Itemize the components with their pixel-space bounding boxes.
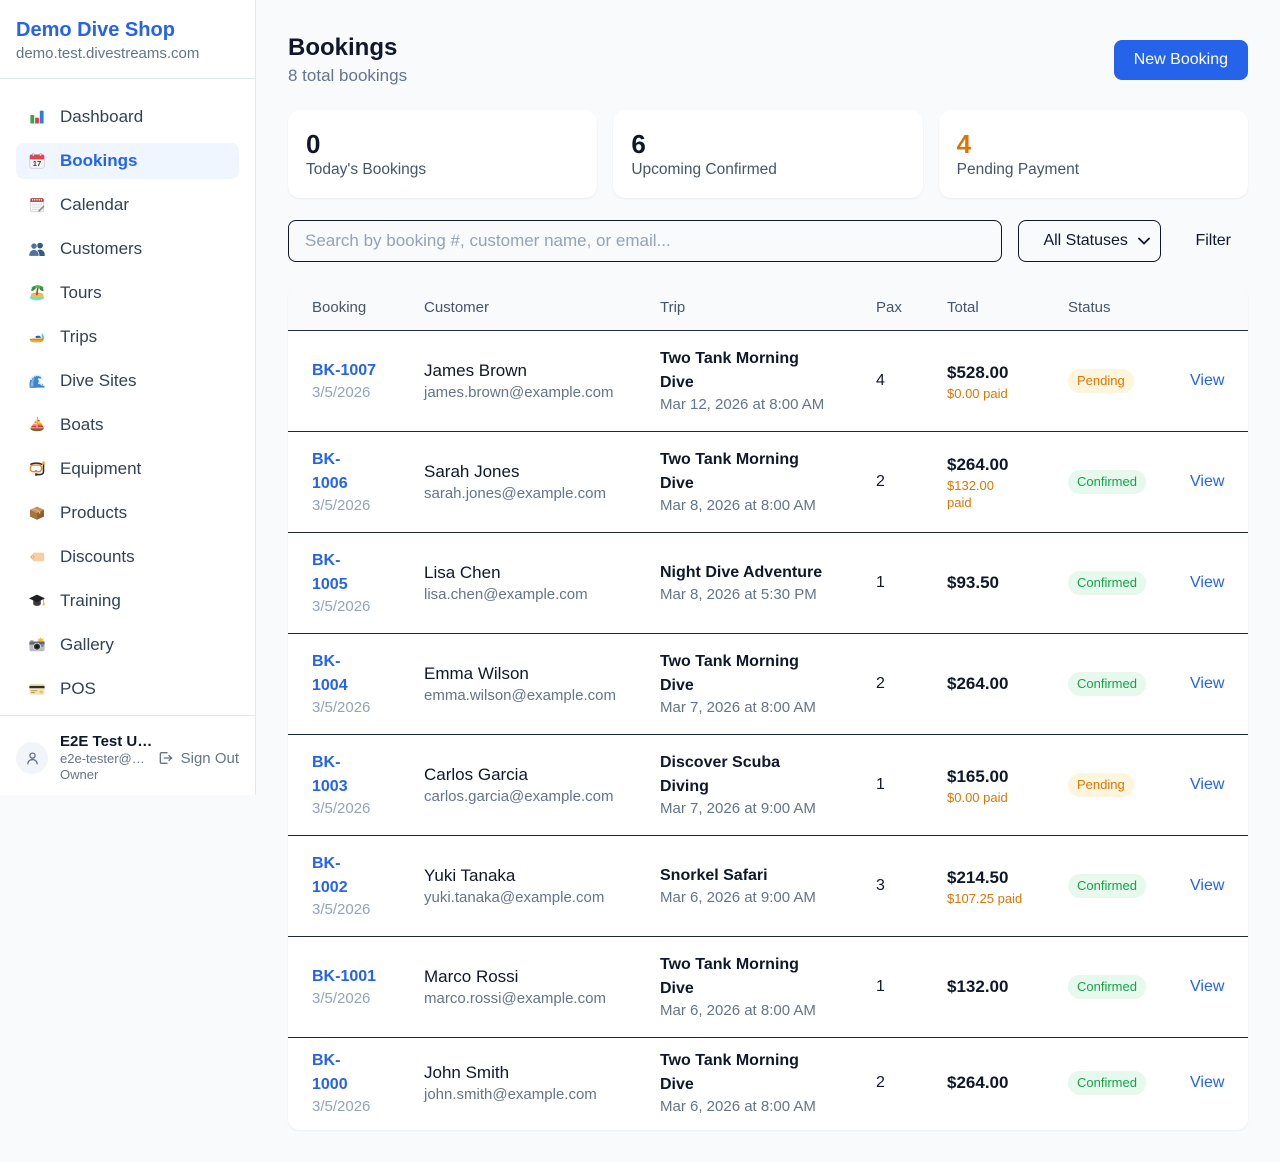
svg-text:17: 17 (33, 159, 41, 168)
